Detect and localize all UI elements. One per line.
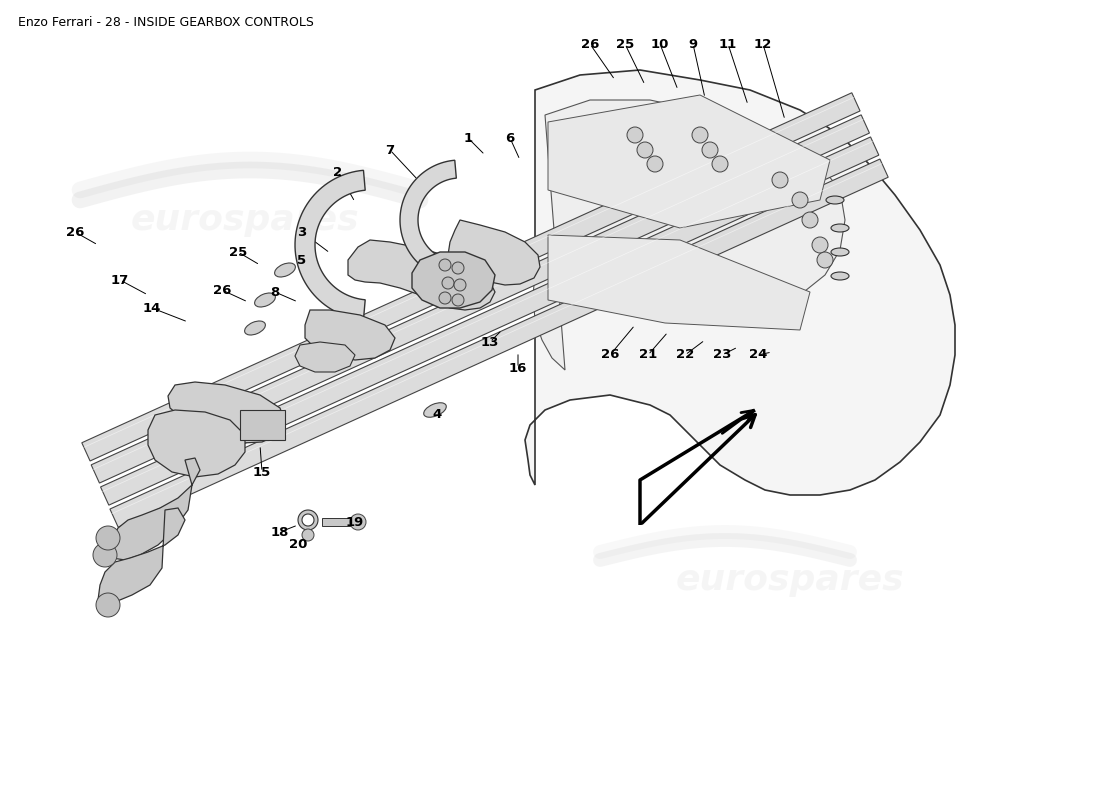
Circle shape (96, 593, 120, 617)
Circle shape (802, 212, 818, 228)
Circle shape (439, 292, 451, 304)
Polygon shape (295, 170, 365, 320)
Text: 25: 25 (229, 246, 248, 258)
Polygon shape (400, 160, 456, 276)
Text: Enzo Ferrari - 28 - INSIDE GEARBOX CONTROLS: Enzo Ferrari - 28 - INSIDE GEARBOX CONTR… (18, 15, 314, 29)
Circle shape (442, 277, 454, 289)
Text: 25: 25 (616, 38, 634, 50)
Polygon shape (548, 95, 830, 228)
Text: 4: 4 (432, 409, 441, 422)
Ellipse shape (826, 196, 844, 204)
Text: 16: 16 (509, 362, 527, 374)
Polygon shape (148, 410, 245, 477)
Text: 23: 23 (713, 349, 732, 362)
Text: 3: 3 (297, 226, 307, 238)
Circle shape (302, 529, 313, 541)
Circle shape (452, 262, 464, 274)
Ellipse shape (830, 224, 849, 232)
Text: 17: 17 (111, 274, 129, 286)
Circle shape (712, 156, 728, 172)
Text: 26: 26 (66, 226, 85, 238)
Polygon shape (448, 220, 540, 285)
Text: 2: 2 (333, 166, 342, 178)
Text: 6: 6 (505, 131, 515, 145)
Text: 22: 22 (675, 349, 694, 362)
Circle shape (647, 156, 663, 172)
Polygon shape (98, 508, 185, 605)
Polygon shape (168, 382, 285, 443)
Circle shape (637, 142, 653, 158)
Text: 13: 13 (481, 335, 499, 349)
Polygon shape (525, 70, 955, 495)
Text: 26: 26 (212, 283, 231, 297)
Circle shape (439, 259, 451, 271)
Text: 14: 14 (143, 302, 162, 314)
Circle shape (350, 514, 366, 530)
Text: 18: 18 (271, 526, 289, 538)
Text: 8: 8 (271, 286, 279, 298)
Circle shape (454, 279, 466, 291)
Text: 24: 24 (749, 349, 767, 362)
Text: 9: 9 (689, 38, 697, 50)
Circle shape (772, 172, 788, 188)
Circle shape (692, 127, 708, 143)
Text: 15: 15 (253, 466, 271, 478)
Ellipse shape (244, 321, 265, 335)
Text: 12: 12 (754, 38, 772, 50)
Text: eurospares: eurospares (675, 563, 904, 597)
Bar (322, 518, 354, 526)
Text: 20: 20 (289, 538, 307, 551)
Text: 21: 21 (639, 349, 657, 362)
Polygon shape (295, 342, 355, 372)
Text: 1: 1 (463, 131, 473, 145)
Circle shape (702, 142, 718, 158)
Circle shape (94, 543, 117, 567)
Circle shape (817, 252, 833, 268)
Polygon shape (108, 458, 200, 560)
Text: 11: 11 (719, 38, 737, 50)
Polygon shape (412, 252, 495, 308)
Text: 10: 10 (651, 38, 669, 50)
Ellipse shape (830, 248, 849, 256)
Bar (240, 410, 285, 440)
Circle shape (96, 526, 120, 550)
Text: 5: 5 (297, 254, 307, 266)
Polygon shape (100, 137, 879, 505)
Text: 19: 19 (345, 515, 364, 529)
Polygon shape (305, 310, 395, 360)
Polygon shape (534, 100, 845, 370)
Ellipse shape (830, 272, 849, 280)
Polygon shape (81, 93, 860, 461)
Ellipse shape (254, 293, 275, 307)
Circle shape (627, 127, 644, 143)
Circle shape (812, 237, 828, 253)
Ellipse shape (424, 402, 447, 418)
Polygon shape (91, 115, 869, 483)
Text: 7: 7 (385, 143, 395, 157)
Circle shape (792, 192, 808, 208)
Text: eurospares: eurospares (131, 203, 360, 237)
Circle shape (452, 294, 464, 306)
Text: 26: 26 (601, 349, 619, 362)
Text: 26: 26 (581, 38, 600, 50)
Polygon shape (348, 240, 495, 310)
Polygon shape (548, 235, 810, 330)
Polygon shape (110, 159, 888, 527)
Ellipse shape (275, 263, 296, 277)
